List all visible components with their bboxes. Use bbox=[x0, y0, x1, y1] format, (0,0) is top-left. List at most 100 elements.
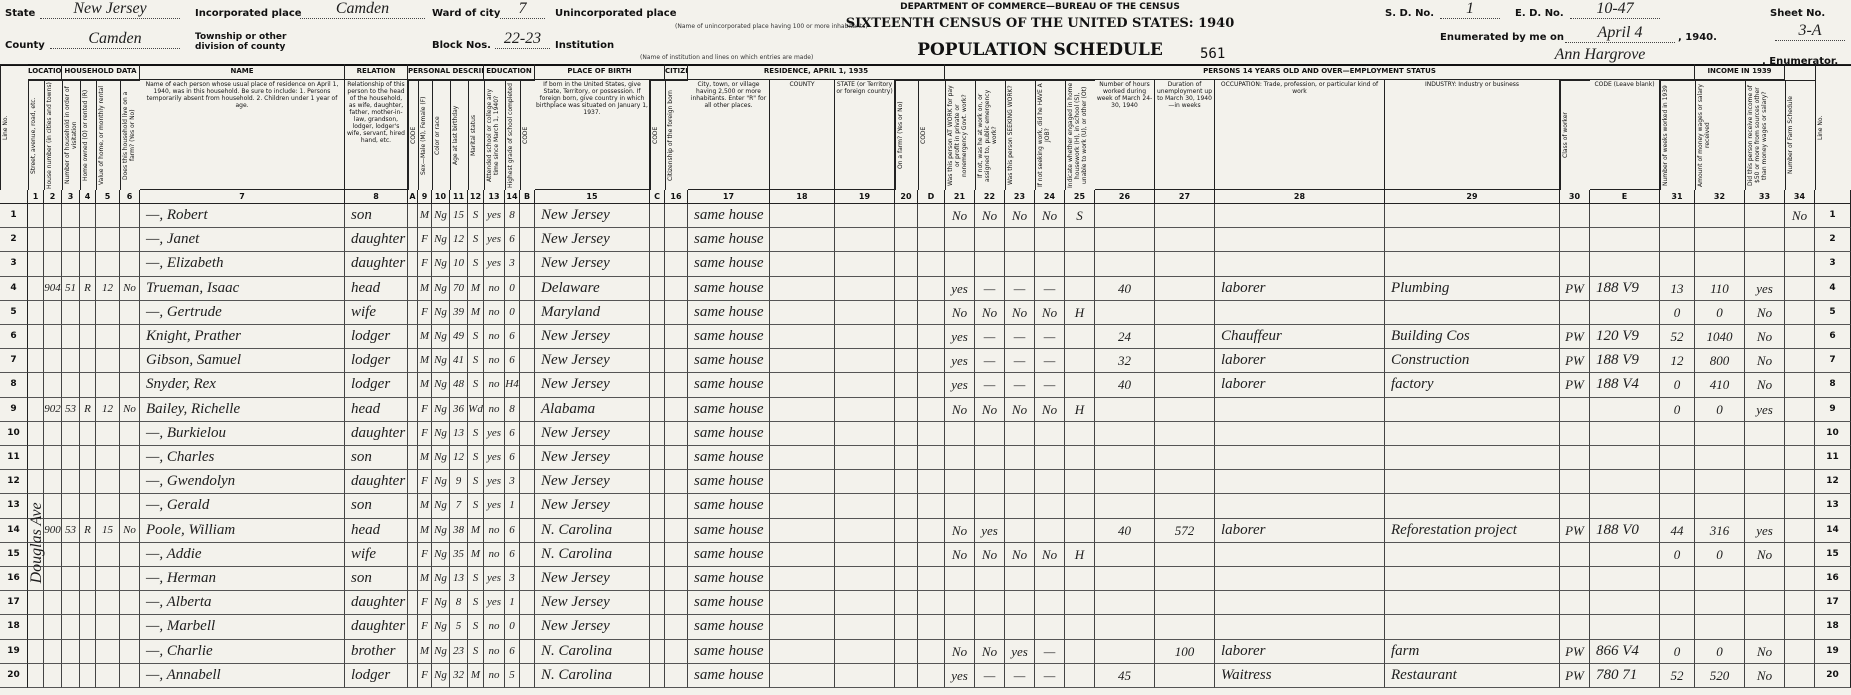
cell bbox=[665, 542, 688, 567]
cell bbox=[895, 639, 918, 664]
cell bbox=[1095, 639, 1155, 664]
cell bbox=[120, 567, 140, 592]
entry: 0 bbox=[1660, 542, 1695, 567]
cell bbox=[770, 276, 835, 301]
cell bbox=[918, 276, 945, 301]
entry: 100 bbox=[1155, 639, 1215, 664]
entry: No bbox=[975, 300, 1005, 325]
entry: No bbox=[945, 397, 975, 422]
entry: 188 V4 bbox=[1590, 373, 1660, 398]
entry: S bbox=[468, 591, 484, 616]
label: S. D. No. bbox=[1385, 8, 1435, 19]
line-number: 2 bbox=[0, 228, 28, 253]
cell bbox=[28, 276, 44, 301]
entry: 70 bbox=[450, 276, 468, 301]
column-title: CODE (Leave blank) bbox=[1590, 80, 1660, 190]
cell bbox=[918, 567, 945, 592]
cell bbox=[1590, 300, 1660, 325]
cell bbox=[520, 397, 535, 422]
cell bbox=[1065, 446, 1095, 471]
entry: 13 bbox=[450, 567, 468, 592]
cell bbox=[918, 325, 945, 350]
column-number: 11 bbox=[450, 190, 468, 204]
column-title: Does this household live on a farm? (Yes… bbox=[120, 80, 140, 190]
cell bbox=[408, 397, 418, 422]
entry: 41 bbox=[450, 349, 468, 374]
entry: yes bbox=[484, 228, 505, 253]
entry: New Jersey bbox=[535, 470, 650, 495]
cell bbox=[1560, 300, 1590, 325]
cell bbox=[1385, 470, 1560, 495]
entry: N. Carolina bbox=[535, 542, 650, 567]
column-title: Duration of unemployment up to March 30,… bbox=[1155, 80, 1215, 190]
entry: no bbox=[484, 542, 505, 567]
cell bbox=[1560, 204, 1590, 229]
cell bbox=[80, 663, 96, 688]
cell bbox=[28, 470, 44, 495]
entry: PW bbox=[1560, 663, 1590, 688]
column-title: Number of hours worked during week of Ma… bbox=[1095, 80, 1155, 190]
cell bbox=[1065, 591, 1095, 616]
cell bbox=[1695, 252, 1745, 277]
line-number: 13 bbox=[1815, 494, 1851, 519]
entry: — bbox=[1005, 663, 1035, 688]
entry: 44 bbox=[1660, 518, 1695, 543]
cell bbox=[835, 397, 895, 422]
line-number: 7 bbox=[0, 349, 28, 374]
cell bbox=[835, 615, 895, 640]
cell bbox=[28, 349, 44, 374]
entry: New Jersey bbox=[535, 421, 650, 446]
column-number: 5 bbox=[96, 190, 120, 204]
entry: 188 V0 bbox=[1590, 518, 1660, 543]
cell bbox=[918, 663, 945, 688]
cell bbox=[945, 591, 975, 616]
cell bbox=[28, 228, 44, 253]
cell bbox=[1035, 252, 1065, 277]
column-title: Highest grade of school completed bbox=[505, 80, 520, 190]
cell bbox=[44, 228, 62, 253]
line-number: 10 bbox=[0, 421, 28, 446]
column-number: 34 bbox=[1785, 190, 1815, 204]
cell bbox=[945, 615, 975, 640]
cell bbox=[1785, 421, 1815, 446]
entry: yes bbox=[945, 373, 975, 398]
entry: daughter bbox=[345, 228, 408, 253]
entry: F bbox=[418, 663, 432, 688]
cell bbox=[770, 252, 835, 277]
sd: 1 bbox=[1440, 0, 1500, 19]
cell bbox=[975, 228, 1005, 253]
cell bbox=[1155, 542, 1215, 567]
entry: PW bbox=[1560, 639, 1590, 664]
entry: No bbox=[1035, 204, 1065, 229]
line-number: 4 bbox=[0, 276, 28, 301]
entry: No bbox=[1035, 300, 1065, 325]
cell bbox=[835, 567, 895, 592]
entry: same house bbox=[688, 228, 770, 253]
entry: 0 bbox=[1695, 542, 1745, 567]
line-number: 16 bbox=[0, 567, 28, 592]
cell bbox=[770, 591, 835, 616]
cell bbox=[1590, 494, 1660, 519]
group-header: PERSONAL DESCRIPTION bbox=[408, 64, 484, 80]
cell bbox=[1385, 494, 1560, 519]
cell bbox=[895, 567, 918, 592]
cell bbox=[1560, 421, 1590, 446]
cell bbox=[1385, 421, 1560, 446]
label: Enumerated by me on bbox=[1440, 32, 1564, 43]
cell bbox=[28, 639, 44, 664]
entry: 0 bbox=[505, 300, 520, 325]
group-header: EDUCATION bbox=[484, 64, 535, 80]
cell bbox=[835, 470, 895, 495]
column-title: If not seeking work, did he HAVE A JOB? bbox=[1035, 80, 1065, 190]
line-number: 15 bbox=[0, 542, 28, 567]
cell bbox=[1215, 615, 1385, 640]
entry: H bbox=[1065, 542, 1095, 567]
cell bbox=[1005, 228, 1035, 253]
entry: — bbox=[975, 663, 1005, 688]
cell bbox=[1660, 470, 1695, 495]
cell bbox=[1785, 518, 1815, 543]
cell bbox=[835, 349, 895, 374]
column-number: 28 bbox=[1215, 190, 1385, 204]
entry: H4 bbox=[505, 373, 520, 398]
entry: Waitress bbox=[1215, 663, 1385, 688]
